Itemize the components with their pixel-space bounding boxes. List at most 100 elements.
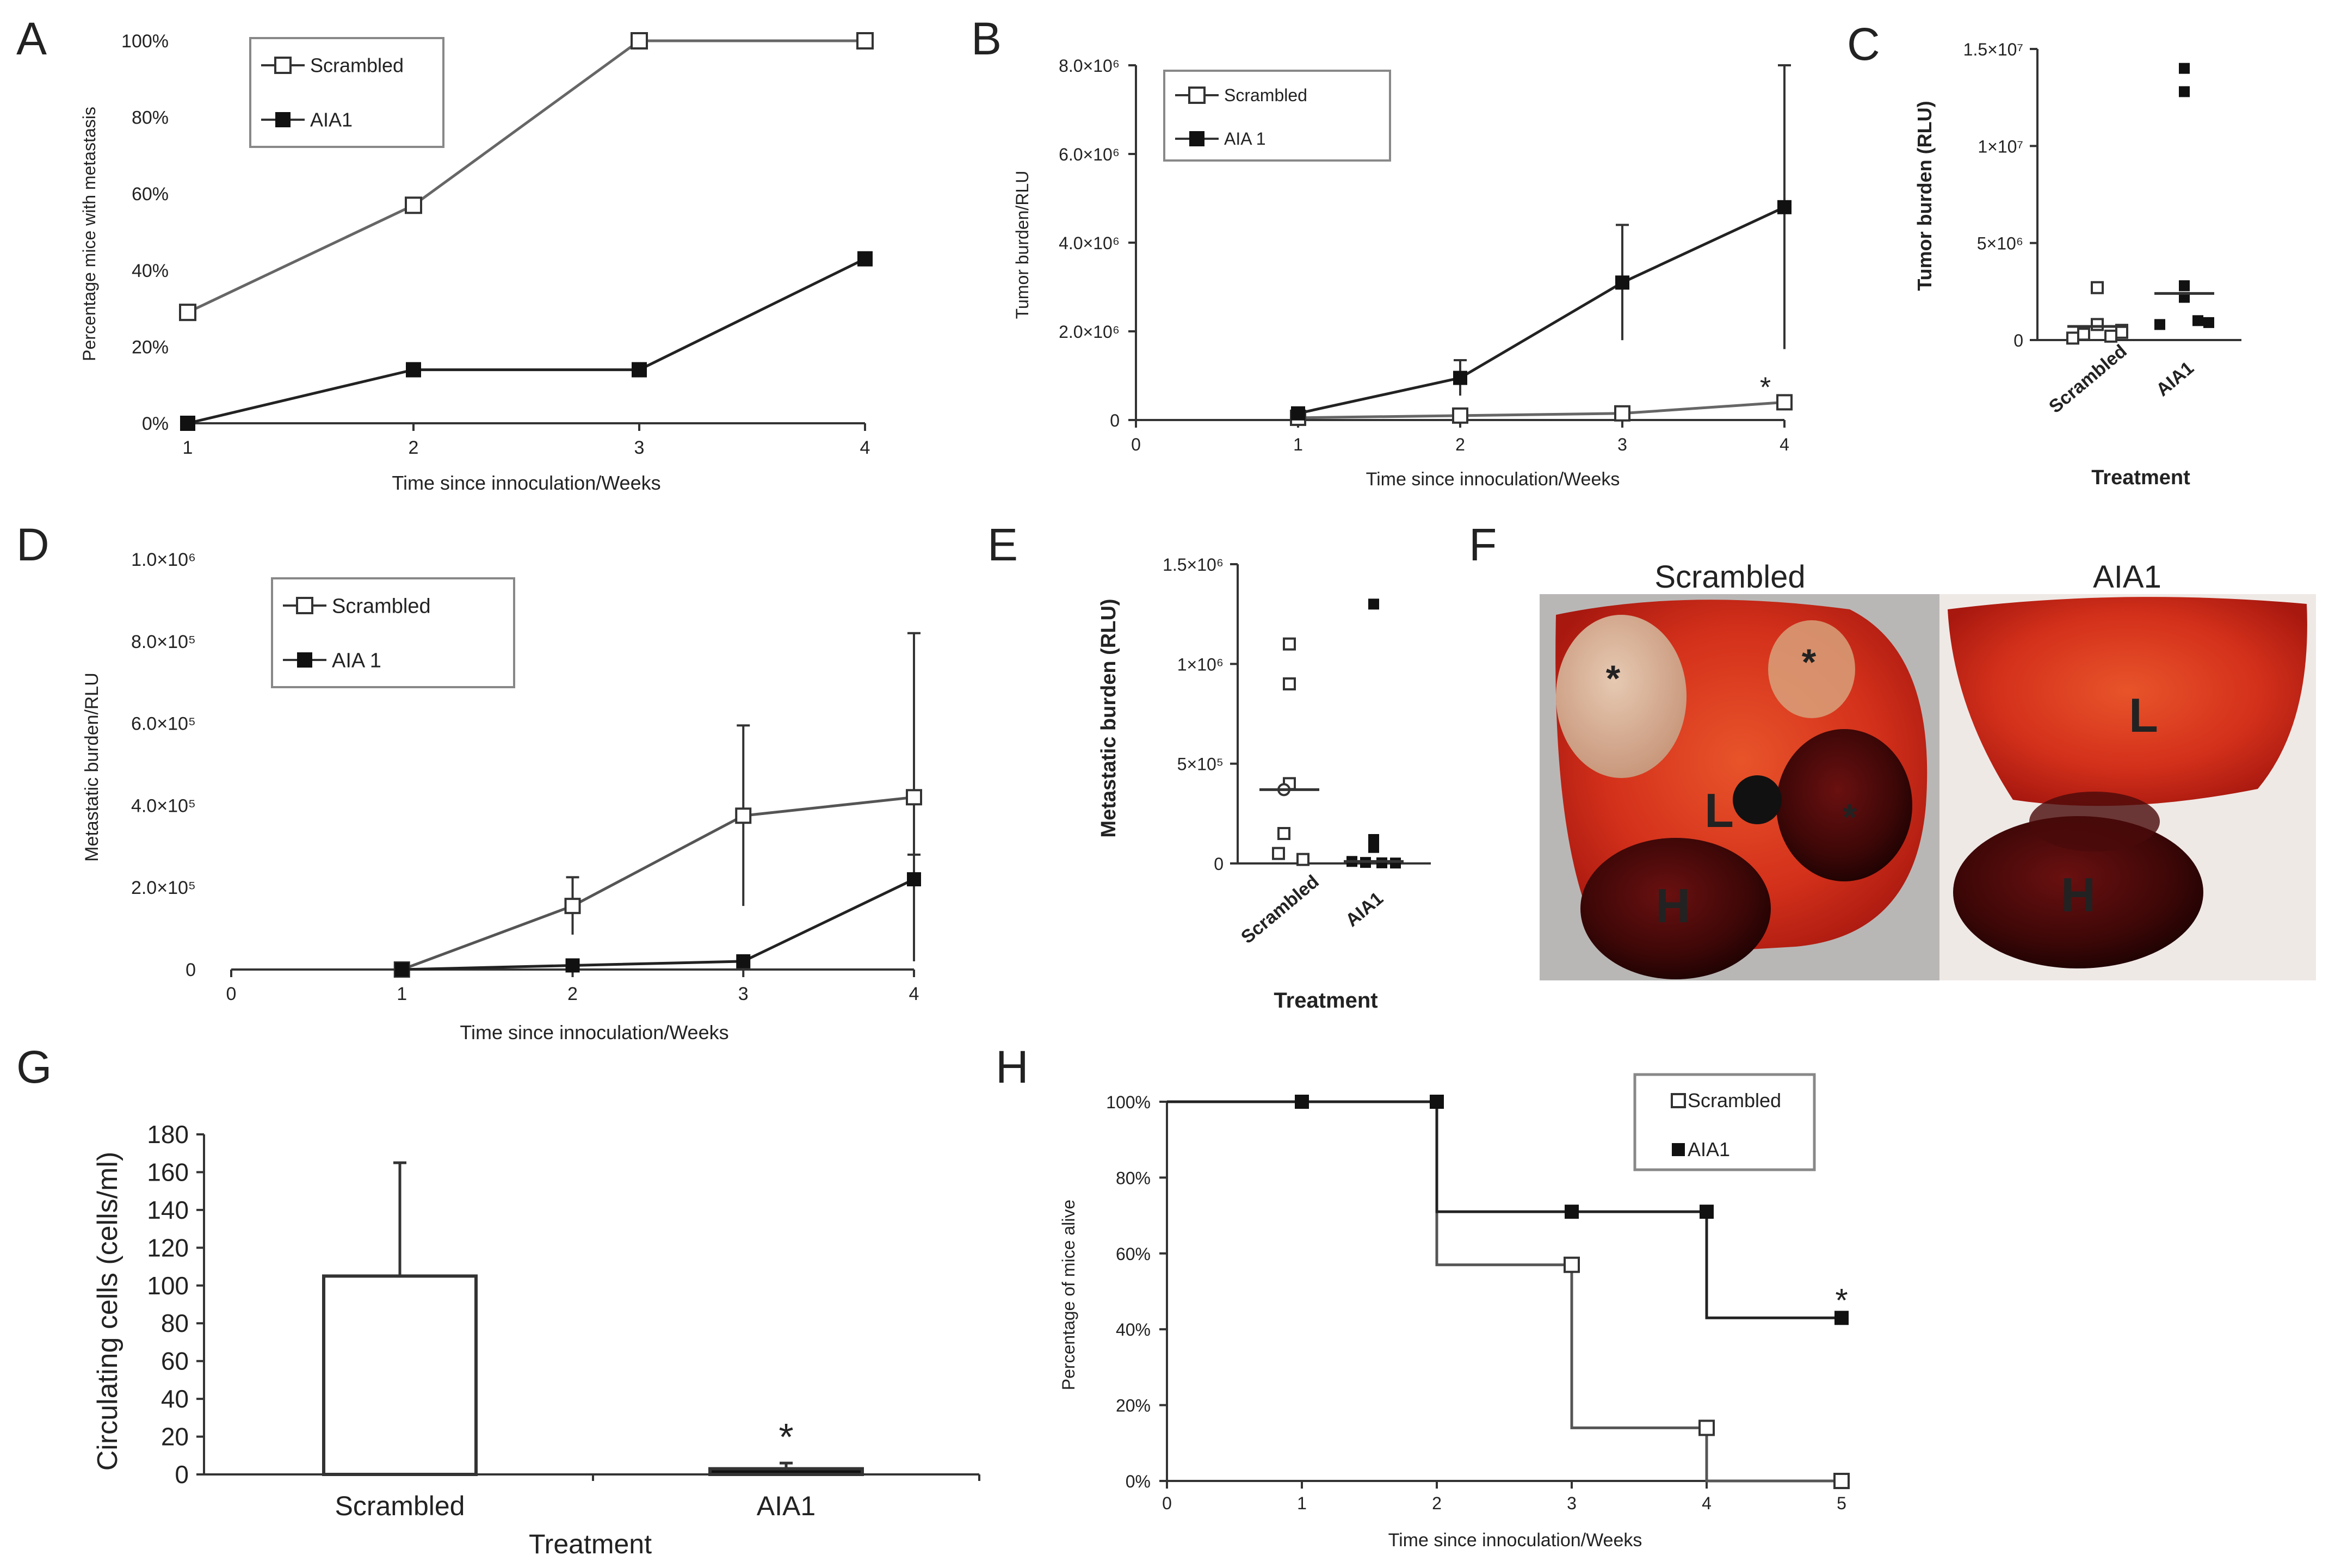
- H-y-axis-label: Percentage of mice alive: [1059, 1200, 1078, 1390]
- B-point-0-1: [1452, 407, 1468, 424]
- D-series-line-1: [401, 878, 915, 971]
- F-lung-tissue-right: [1948, 597, 2307, 806]
- G-ytick-label-4: 80: [161, 1309, 189, 1337]
- D-xtick-label-4: 4: [909, 984, 919, 1004]
- B-x-axis-label: Time since innoculation/Weeks: [1366, 469, 1620, 490]
- H-legend-label-0: Scrambled: [1688, 1089, 1781, 1112]
- F-dark-region-left: [1776, 729, 1912, 881]
- H-x-axis-label: Time since innoculation/Weeks: [1388, 1530, 1642, 1551]
- E-ytick-label-0: 0: [1214, 854, 1224, 874]
- G-category-label-1: AIA1: [757, 1491, 816, 1521]
- D-series-line-0: [401, 795, 915, 971]
- D-point-0-3: [906, 789, 922, 806]
- G-ytick-label-6: 120: [147, 1233, 189, 1262]
- F-star-left-2: *: [1802, 641, 1817, 683]
- A-legend-label-1: AIA1: [310, 109, 353, 131]
- B-xtick-label-2: 2: [1455, 435, 1465, 454]
- F-title-scrambled: Scrambled: [1654, 559, 1805, 595]
- B-ytick-label-1: 2.0×10⁶: [1059, 322, 1120, 342]
- D-legend-label-1: AIA 1: [332, 649, 381, 672]
- G-ytick-label-7: 140: [147, 1196, 189, 1224]
- G-significance-star: *: [779, 1416, 793, 1458]
- B-ytick-label-0: 0: [1110, 411, 1120, 430]
- C-x-axis-label: Treatment: [2091, 466, 2190, 489]
- F-label-H-left: H: [1655, 879, 1690, 933]
- H-series-step-1: [1167, 1100, 1842, 1319]
- B-legend-marker-0: [1188, 87, 1206, 104]
- B-ytick-label-2: 4.0×10⁶: [1059, 233, 1120, 253]
- B-xtick-label-4: 4: [1780, 435, 1789, 454]
- A-xtick-label-0: 1: [183, 437, 193, 458]
- G-ytick-label-9: 180: [147, 1120, 189, 1149]
- D-legend-box: [271, 577, 515, 688]
- H-point-0-3: [1698, 1419, 1715, 1436]
- D-x-axis-label: Time since innoculation/Weeks: [460, 1021, 728, 1044]
- B-series-line-0: [1298, 400, 1785, 419]
- A-point-0-0: [179, 304, 196, 322]
- H-point-1-1: [1430, 1095, 1444, 1109]
- B-point-1-1: [1453, 371, 1467, 385]
- C-point-1-2: [2179, 280, 2190, 292]
- panel-letter-B: B: [971, 13, 1002, 64]
- E-point-0-6: [1296, 853, 1309, 866]
- B-legend-marker-1: [1189, 131, 1204, 146]
- G-ytick-label-1: 20: [161, 1423, 189, 1451]
- D-xtick-label-1: 1: [397, 984, 407, 1004]
- H-ytick-label-1: 20%: [1116, 1396, 1151, 1416]
- E-ytick-label-2: 1×10⁶: [1177, 655, 1224, 674]
- D-xtick-label-2: 2: [567, 984, 578, 1004]
- H-xtick-label-1: 1: [1297, 1493, 1307, 1513]
- B-xtick-label-0: 0: [1131, 435, 1141, 454]
- G-x-axis-label: Treatment: [529, 1529, 652, 1559]
- E-point-1-5: [1376, 857, 1387, 868]
- A-point-1-0: [180, 416, 195, 431]
- B-legend-label-1: AIA 1: [1224, 129, 1266, 149]
- E-category-label-1: AIA1: [1342, 888, 1387, 931]
- panel-letter-E: E: [987, 519, 1018, 570]
- panel-letter-D: D: [16, 519, 50, 570]
- F-label-L-left: L: [1704, 783, 1734, 837]
- E-ytick-label-3: 1.5×10⁶: [1163, 555, 1224, 575]
- B-legend-label-0: Scrambled: [1224, 85, 1307, 105]
- D-ytick-label-3: 6.0×10⁵: [131, 714, 196, 734]
- A-ytick-label-0: 0%: [142, 413, 169, 434]
- H-ytick-label-5: 100%: [1106, 1092, 1151, 1112]
- C-point-0-5: [2066, 331, 2079, 345]
- F-heart-right: [1953, 816, 2203, 968]
- C-point-1-5: [2154, 319, 2165, 330]
- D-ytick-label-1: 2.0×10⁵: [131, 878, 196, 898]
- A-y-axis-label: Percentage mice with metastasis: [79, 107, 99, 361]
- A-point-1-3: [857, 251, 873, 267]
- G-ytick-label-0: 0: [175, 1460, 189, 1489]
- C-ytick-label-1: 5×10⁶: [1977, 234, 2023, 254]
- G-ytick-label-5: 100: [147, 1271, 189, 1300]
- E-y-axis-label: Metastatic burden (RLU): [1097, 598, 1120, 837]
- D-legend-marker-0: [296, 597, 313, 614]
- D-point-1-1: [565, 958, 580, 973]
- A-xtick-label-1: 2: [409, 437, 419, 458]
- C-point-1-4: [2192, 315, 2203, 326]
- panel-letter-F: F: [1469, 519, 1497, 570]
- A-point-0-3: [856, 32, 874, 50]
- D-legend-marker-1: [297, 652, 312, 668]
- E-point-1-0: [1368, 598, 1379, 610]
- H-xtick-label-3: 3: [1567, 1493, 1577, 1513]
- B-y-axis-label: Tumor burden/RLU: [1012, 171, 1032, 319]
- G-category-label-0: Scrambled: [335, 1491, 465, 1521]
- B-legend-box: [1163, 70, 1391, 162]
- H-point-0-4: [1833, 1473, 1850, 1489]
- H-point-1-3: [1700, 1205, 1714, 1219]
- H-significance-star: *: [1835, 1282, 1848, 1318]
- H-point-1-2: [1565, 1205, 1579, 1219]
- A-legend-box: [249, 37, 444, 148]
- panel-letter-A: A: [16, 13, 47, 64]
- F-tumor-left-1: [1556, 615, 1687, 778]
- panel-letter-C: C: [1847, 18, 1880, 70]
- D-xtick-label-0: 0: [226, 984, 237, 1004]
- A-legend-label-0: Scrambled: [310, 54, 404, 77]
- B-point-1-2: [1615, 275, 1629, 290]
- D-point-1-3: [907, 872, 921, 887]
- H-xtick-label-4: 4: [1702, 1493, 1712, 1513]
- H-ytick-label-0: 0%: [1126, 1472, 1151, 1491]
